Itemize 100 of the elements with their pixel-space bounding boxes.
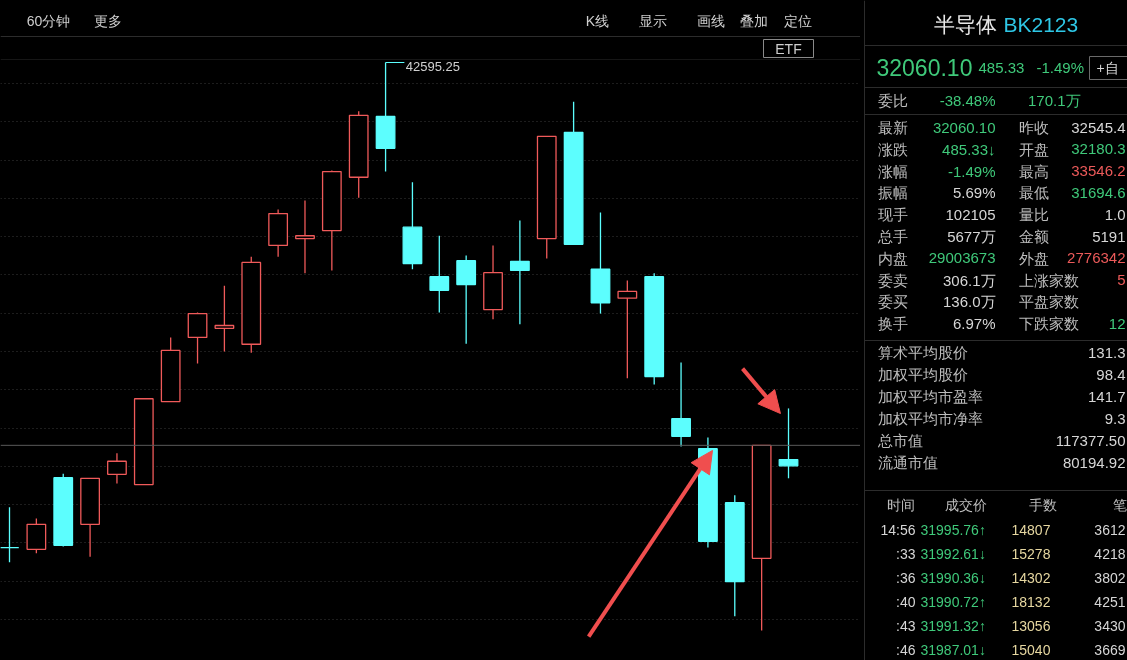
text: 31990.72↑	[920, 593, 986, 610]
candlestick	[509, 219, 530, 325]
text: 显示	[638, 12, 667, 29]
text: :43	[896, 617, 916, 634]
text: 18132	[1011, 593, 1051, 610]
text: 3612	[1094, 521, 1126, 538]
text: 4218	[1094, 545, 1126, 562]
text: 31990.36↓	[920, 569, 986, 586]
text: 现手	[877, 206, 908, 224]
text: :33	[896, 545, 916, 562]
text: 31991.32↑	[920, 617, 986, 634]
text: 笔	[1112, 496, 1127, 513]
text: 换手	[877, 315, 908, 333]
text: 32180.3	[1071, 140, 1126, 158]
text: 昨收	[1018, 119, 1049, 136]
text: 更多	[93, 12, 122, 29]
text: 成交价	[944, 496, 987, 513]
text: 15040	[1011, 641, 1051, 658]
text: 量比	[1018, 206, 1049, 224]
text: 开盘	[1018, 140, 1049, 158]
text: 委买	[877, 293, 908, 311]
text: :40	[896, 593, 916, 610]
text: 外盘	[1018, 249, 1049, 267]
text: 32060.10	[932, 118, 996, 136]
text: 时间	[886, 496, 915, 513]
text: 31987.01↓	[920, 641, 986, 658]
candlestick	[671, 361, 691, 448]
text: 131.3	[1087, 343, 1126, 361]
text: 6.97%	[952, 315, 996, 333]
text: 下跌家数	[1018, 315, 1079, 333]
text: 31992.61↓	[920, 545, 986, 562]
text: 80194.92	[1062, 453, 1126, 471]
text: 141.7	[1087, 387, 1126, 405]
candlestick	[456, 254, 477, 345]
text: 最高	[1018, 162, 1049, 180]
text: 14302	[1011, 569, 1051, 586]
text: 136.0万	[942, 293, 996, 311]
text: 最新	[877, 119, 908, 136]
text: 9.3	[1104, 409, 1126, 427]
candlestick	[0, 506, 20, 563]
text: 画线	[696, 12, 725, 29]
text: 加权平均市盈率	[877, 388, 983, 405]
text: 1.0	[1104, 205, 1126, 223]
text: 31694.6	[1071, 183, 1126, 201]
text: 485.33	[978, 58, 1025, 76]
candlestick	[187, 311, 208, 365]
text: 算术平均股价	[877, 344, 968, 361]
annotation: 42595.25	[405, 59, 460, 75]
text: :36	[896, 569, 916, 586]
text: +自	[1096, 59, 1119, 76]
text: 流通市值	[877, 454, 938, 471]
text: 委比	[877, 92, 908, 109]
text: 振幅	[877, 184, 908, 202]
text: 平盘家数	[1018, 293, 1079, 311]
text: :46	[896, 641, 916, 658]
text: 内盘	[877, 249, 908, 267]
text: 2776342	[1067, 249, 1126, 267]
candlestick	[107, 452, 127, 485]
text: 总手	[876, 228, 908, 245]
text: 手数	[1028, 496, 1057, 513]
text: 叠加	[739, 12, 768, 29]
candlestick	[214, 285, 235, 353]
text: 委卖	[877, 271, 908, 289]
text: 98.4	[1096, 365, 1126, 383]
text: 定位	[783, 12, 812, 29]
text: ETF	[775, 40, 802, 57]
text: 5191	[1092, 227, 1126, 245]
text: 170.1万	[1027, 92, 1081, 109]
candlestick	[429, 235, 450, 314]
text: 31995.76↑	[920, 521, 986, 538]
text: 涨跌	[877, 140, 908, 158]
text: 29003673	[928, 249, 996, 267]
text: -1.49%	[1036, 59, 1085, 76]
text: 13056	[1011, 617, 1051, 634]
text: 5.69%	[952, 184, 996, 202]
text: 5	[1117, 271, 1126, 289]
text: -1.49%	[947, 162, 996, 180]
text: K线	[585, 12, 610, 29]
text: BK2123	[1003, 13, 1079, 36]
text: 14807	[1011, 521, 1051, 538]
text: 14:56	[880, 521, 916, 538]
text: 60分钟	[26, 12, 71, 29]
text: 32060.10	[876, 55, 973, 81]
text: 32545.4	[1071, 118, 1126, 136]
text: 4251	[1094, 593, 1126, 610]
text: 3669	[1094, 641, 1126, 658]
text: 总市值	[876, 432, 923, 449]
text: 半导体	[933, 13, 997, 36]
text: 上涨家数	[1018, 271, 1079, 289]
text: 485.33↓	[942, 140, 996, 158]
text: 306.1万	[942, 271, 996, 289]
text: 3430	[1094, 617, 1126, 634]
text: 3802	[1094, 569, 1126, 586]
text: 33546.2	[1071, 162, 1126, 180]
text: 102105	[945, 205, 996, 223]
text: -38.48%	[939, 92, 996, 109]
text: 5677万	[947, 228, 996, 245]
text: 加权平均市净率	[877, 410, 983, 427]
text: 最低	[1018, 184, 1049, 202]
text: 涨幅	[877, 162, 908, 180]
